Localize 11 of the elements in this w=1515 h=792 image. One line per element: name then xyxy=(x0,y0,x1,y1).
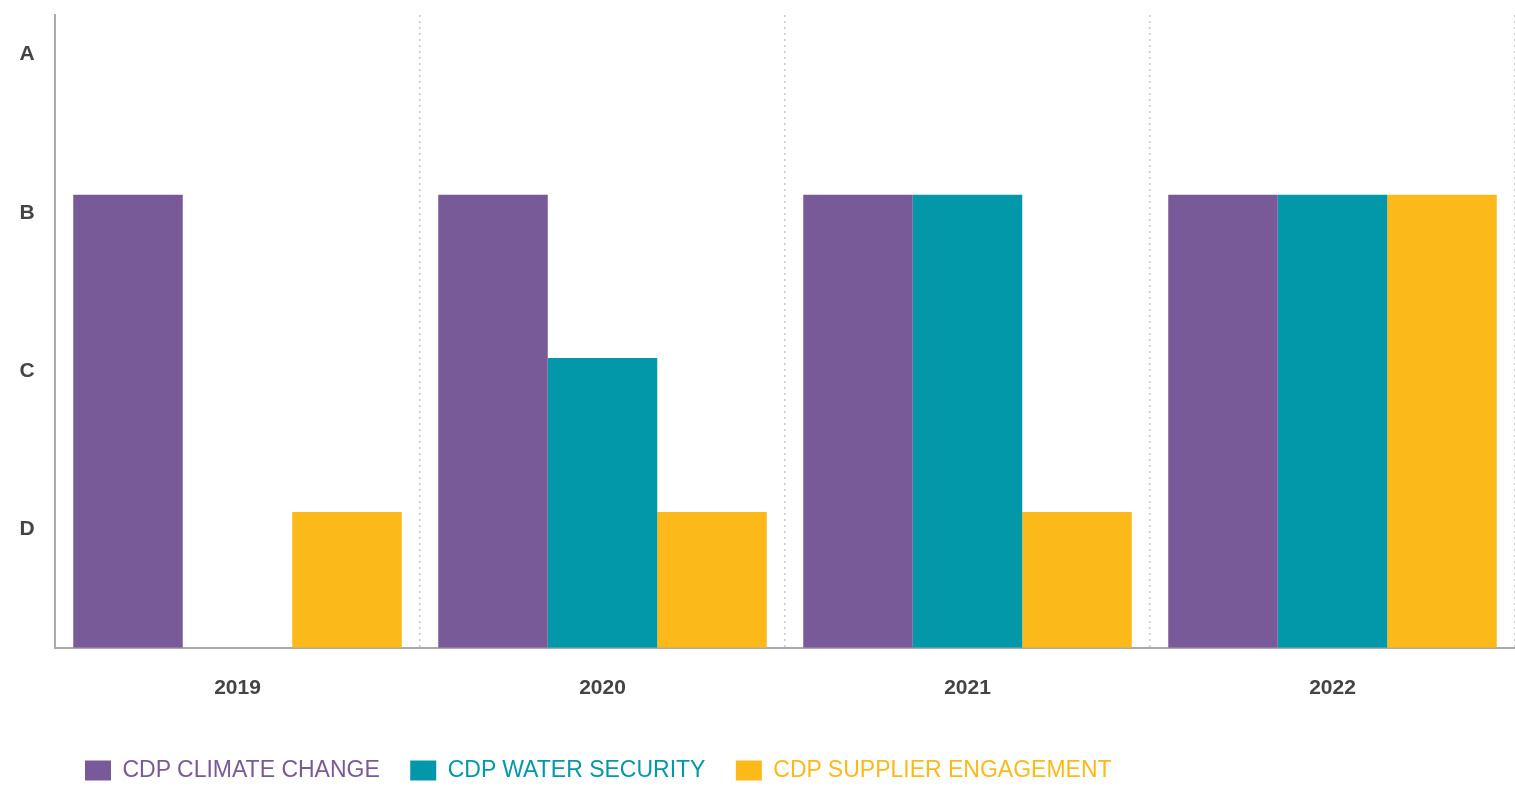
x-tick-label: 2022 xyxy=(1309,675,1356,699)
x-tick-label: 2019 xyxy=(214,675,261,699)
text: A xyxy=(19,41,35,65)
text: C xyxy=(19,357,35,381)
x-tick-label: 2020 xyxy=(579,675,626,699)
legend-label: CDP SUPPLIER ENGAGEMENT xyxy=(773,755,1112,782)
x-tick-label: 2021 xyxy=(944,675,992,699)
legend-label: CDP WATER SECURITY xyxy=(447,755,706,782)
text: D xyxy=(19,515,35,539)
legend-label: CDP CLIMATE CHANGE xyxy=(122,755,380,782)
text: B xyxy=(19,199,35,223)
